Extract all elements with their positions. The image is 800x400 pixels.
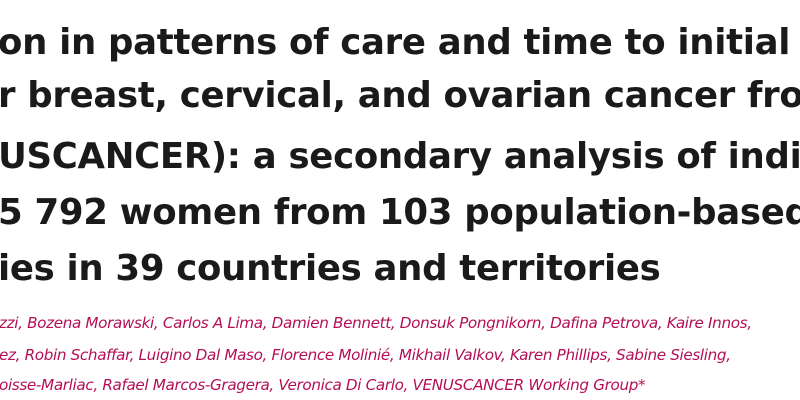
author-line-3: oisse-Marliac, Rafael Marcos-Gragera, Ve… bbox=[0, 376, 646, 394]
title-line-2: r breast, cervical, and ovarian cancer f… bbox=[0, 75, 800, 116]
title-line-4: 5 792 women from 103 population-based bbox=[0, 192, 800, 233]
title-line-3: USCANCER): a secondary analysis of indiv… bbox=[0, 136, 800, 177]
title-line-1: on in patterns of care and time to initi… bbox=[0, 22, 791, 63]
author-line-1: zzi, Bozena Morawski, Carlos A Lima, Dam… bbox=[0, 314, 752, 332]
author-line-2: ez, Robin Schaffar, Luigino Dal Maso, Fl… bbox=[0, 346, 731, 364]
title-line-5: ies in 39 countries and territories bbox=[0, 248, 661, 289]
